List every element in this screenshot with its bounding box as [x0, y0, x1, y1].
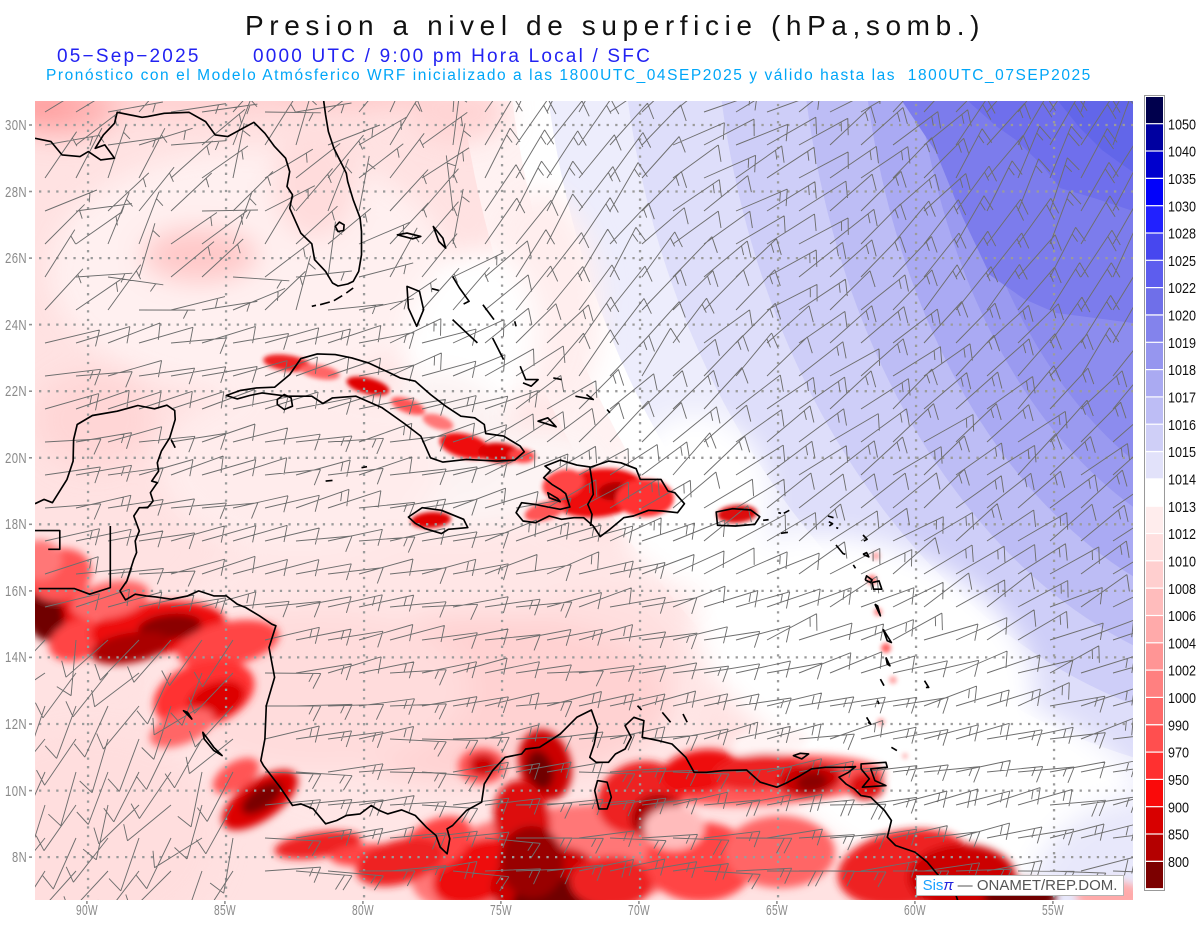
svg-text:12N: 12N	[5, 716, 27, 733]
svg-text:70W: 70W	[628, 902, 650, 919]
svg-text:75W: 75W	[490, 902, 512, 919]
svg-text:950: 950	[1168, 772, 1189, 789]
svg-text:10N: 10N	[5, 783, 27, 800]
svg-text:1016: 1016	[1168, 417, 1196, 434]
svg-text:1025: 1025	[1168, 253, 1196, 270]
svg-text:1040: 1040	[1168, 144, 1196, 161]
svg-text:1035: 1035	[1168, 171, 1196, 188]
svg-text:24N: 24N	[5, 317, 27, 334]
svg-text:60W: 60W	[904, 902, 926, 919]
svg-text:22N: 22N	[5, 383, 27, 400]
svg-text:1020: 1020	[1168, 308, 1196, 325]
svg-text:1012: 1012	[1168, 526, 1196, 543]
svg-text:1002: 1002	[1168, 663, 1196, 680]
svg-text:1008: 1008	[1168, 581, 1196, 598]
svg-text:30N: 30N	[5, 117, 27, 134]
svg-text:1018: 1018	[1168, 362, 1196, 379]
svg-text:1028: 1028	[1168, 226, 1196, 243]
svg-text:1014: 1014	[1168, 472, 1196, 489]
svg-text:1030: 1030	[1168, 198, 1196, 215]
svg-text:1050: 1050	[1168, 116, 1196, 133]
svg-text:16N: 16N	[5, 583, 27, 600]
svg-text:1015: 1015	[1168, 444, 1196, 461]
svg-text:1013: 1013	[1168, 499, 1196, 516]
svg-text:1019: 1019	[1168, 335, 1196, 352]
svg-text:1006: 1006	[1168, 608, 1196, 625]
svg-text:85W: 85W	[214, 902, 236, 919]
svg-text:28N: 28N	[5, 184, 27, 201]
svg-text:55W: 55W	[1042, 902, 1064, 919]
svg-text:800: 800	[1168, 854, 1189, 871]
svg-text:990: 990	[1168, 717, 1189, 734]
svg-text:18N: 18N	[5, 516, 27, 533]
svg-text:970: 970	[1168, 745, 1189, 762]
svg-text:1010: 1010	[1168, 553, 1196, 570]
svg-text:8N: 8N	[12, 849, 27, 866]
svg-text:20N: 20N	[5, 450, 27, 467]
svg-text:1017: 1017	[1168, 390, 1196, 407]
svg-text:65W: 65W	[766, 902, 788, 919]
svg-text:850: 850	[1168, 827, 1189, 844]
svg-text:900: 900	[1168, 799, 1189, 816]
svg-text:14N: 14N	[5, 649, 27, 666]
svg-text:1000: 1000	[1168, 690, 1196, 707]
svg-text:1004: 1004	[1168, 635, 1196, 652]
svg-text:90W: 90W	[76, 902, 98, 919]
svg-text:1022: 1022	[1168, 280, 1196, 297]
svg-text:80W: 80W	[352, 902, 374, 919]
svg-text:26N: 26N	[5, 250, 27, 267]
